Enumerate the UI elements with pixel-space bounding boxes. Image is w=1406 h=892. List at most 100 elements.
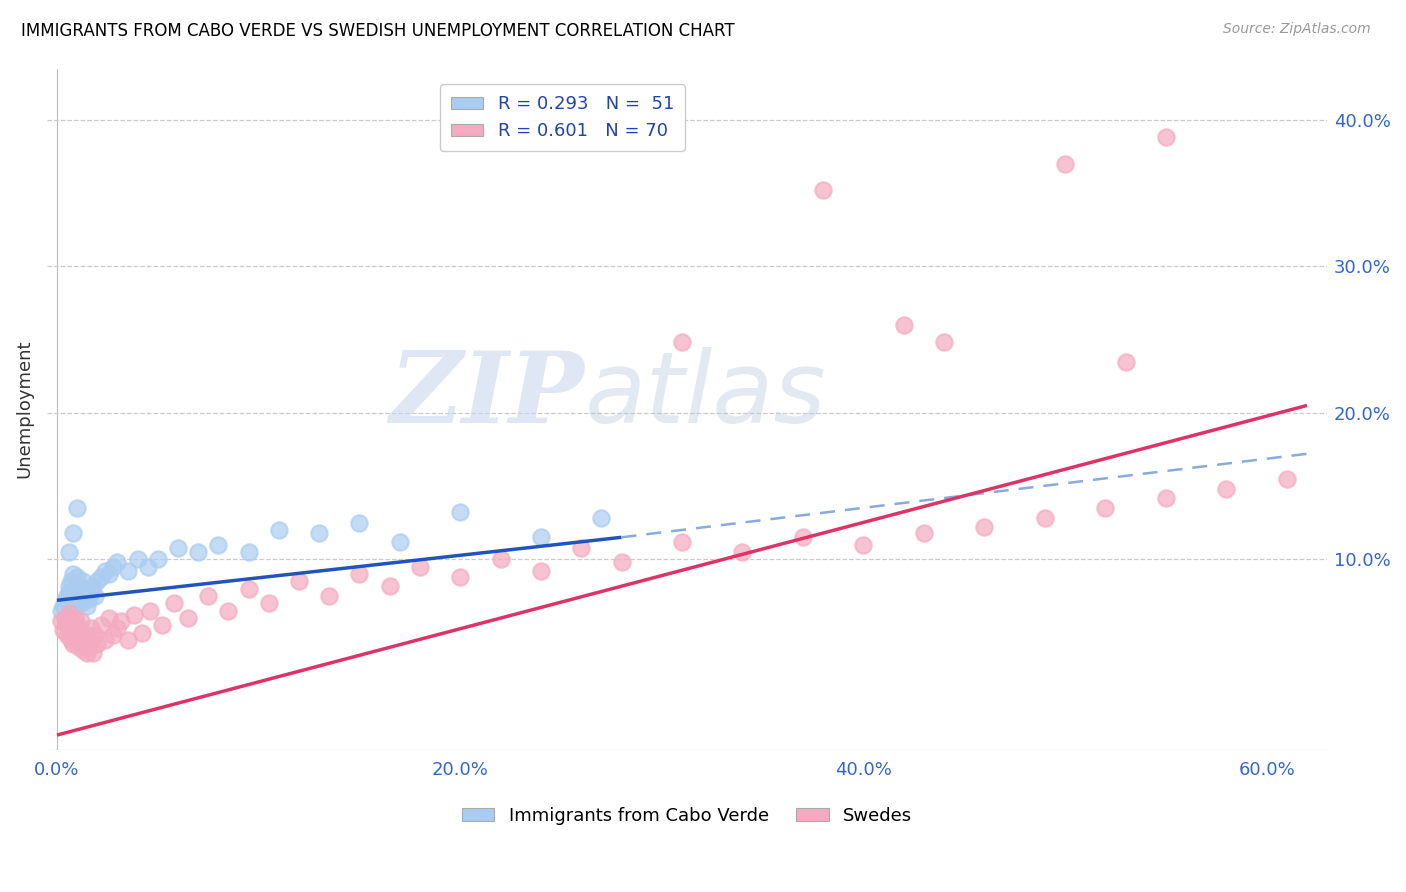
- Point: [103, 559, 125, 574]
- Text: atlas: atlas: [585, 347, 827, 444]
- Point: [792, 530, 814, 544]
- Point: [67, 640, 90, 655]
- Point: [77, 640, 100, 655]
- Point: [150, 618, 173, 632]
- Point: [409, 559, 432, 574]
- Point: [76, 628, 98, 642]
- Point: [49, 603, 72, 617]
- Point: [530, 530, 553, 544]
- Point: [349, 516, 371, 530]
- Point: [63, 628, 86, 642]
- Point: [62, 591, 84, 606]
- Legend: Immigrants from Cabo Verde, Swedes: Immigrants from Cabo Verde, Swedes: [454, 799, 920, 832]
- Point: [177, 611, 200, 625]
- Point: [90, 618, 112, 632]
- Point: [62, 623, 84, 637]
- Point: [94, 632, 117, 647]
- Point: [98, 611, 121, 625]
- Point: [136, 559, 159, 574]
- Point: [56, 589, 79, 603]
- Point: [671, 534, 693, 549]
- Point: [1115, 354, 1137, 368]
- Point: [72, 625, 94, 640]
- Point: [66, 570, 89, 584]
- Point: [60, 632, 83, 647]
- Point: [58, 584, 80, 599]
- Point: [146, 552, 169, 566]
- Point: [90, 570, 112, 584]
- Point: [1275, 472, 1298, 486]
- Point: [94, 564, 117, 578]
- Point: [610, 555, 633, 569]
- Point: [197, 589, 219, 603]
- Point: [67, 623, 90, 637]
- Point: [62, 637, 84, 651]
- Point: [70, 584, 93, 599]
- Point: [80, 584, 103, 599]
- Point: [66, 618, 89, 632]
- Y-axis label: Unemployment: Unemployment: [15, 340, 32, 478]
- Point: [60, 574, 83, 589]
- Point: [49, 614, 72, 628]
- Point: [67, 579, 90, 593]
- Point: [58, 607, 80, 621]
- Point: [1154, 130, 1177, 145]
- Point: [973, 520, 995, 534]
- Point: [267, 523, 290, 537]
- Point: [84, 628, 107, 642]
- Point: [1215, 482, 1237, 496]
- Point: [591, 511, 613, 525]
- Point: [238, 545, 260, 559]
- Point: [77, 591, 100, 606]
- Point: [66, 501, 89, 516]
- Point: [82, 579, 104, 593]
- Point: [76, 582, 98, 596]
- Point: [893, 318, 915, 332]
- Point: [1094, 501, 1116, 516]
- Point: [75, 636, 97, 650]
- Point: [56, 628, 79, 642]
- Point: [84, 589, 107, 603]
- Point: [127, 552, 149, 566]
- Point: [288, 574, 311, 589]
- Point: [932, 335, 955, 350]
- Point: [117, 632, 139, 647]
- Point: [58, 579, 80, 593]
- Text: IMMIGRANTS FROM CABO VERDE VS SWEDISH UNEMPLOYMENT CORRELATION CHART: IMMIGRANTS FROM CABO VERDE VS SWEDISH UN…: [21, 22, 735, 40]
- Point: [489, 552, 512, 566]
- Point: [138, 603, 160, 617]
- Point: [117, 564, 139, 578]
- Point: [207, 538, 229, 552]
- Point: [62, 525, 84, 540]
- Point: [569, 541, 592, 555]
- Point: [167, 541, 190, 555]
- Point: [238, 582, 260, 596]
- Point: [82, 646, 104, 660]
- Text: Source: ZipAtlas.com: Source: ZipAtlas.com: [1223, 22, 1371, 37]
- Point: [103, 628, 125, 642]
- Point: [76, 646, 98, 660]
- Point: [98, 566, 121, 581]
- Point: [63, 599, 86, 614]
- Point: [449, 505, 471, 519]
- Point: [217, 603, 239, 617]
- Point: [107, 621, 129, 635]
- Point: [75, 586, 97, 600]
- Point: [388, 534, 411, 549]
- Point: [58, 625, 80, 640]
- Point: [56, 618, 79, 632]
- Point: [63, 582, 86, 596]
- Point: [72, 643, 94, 657]
- Point: [131, 625, 153, 640]
- Point: [731, 545, 754, 559]
- Point: [378, 579, 401, 593]
- Point: [530, 564, 553, 578]
- Point: [107, 555, 129, 569]
- Point: [72, 591, 94, 606]
- Point: [66, 636, 89, 650]
- Point: [72, 574, 94, 589]
- Point: [110, 614, 132, 628]
- Point: [70, 632, 93, 647]
- Point: [62, 566, 84, 581]
- Point: [53, 611, 76, 625]
